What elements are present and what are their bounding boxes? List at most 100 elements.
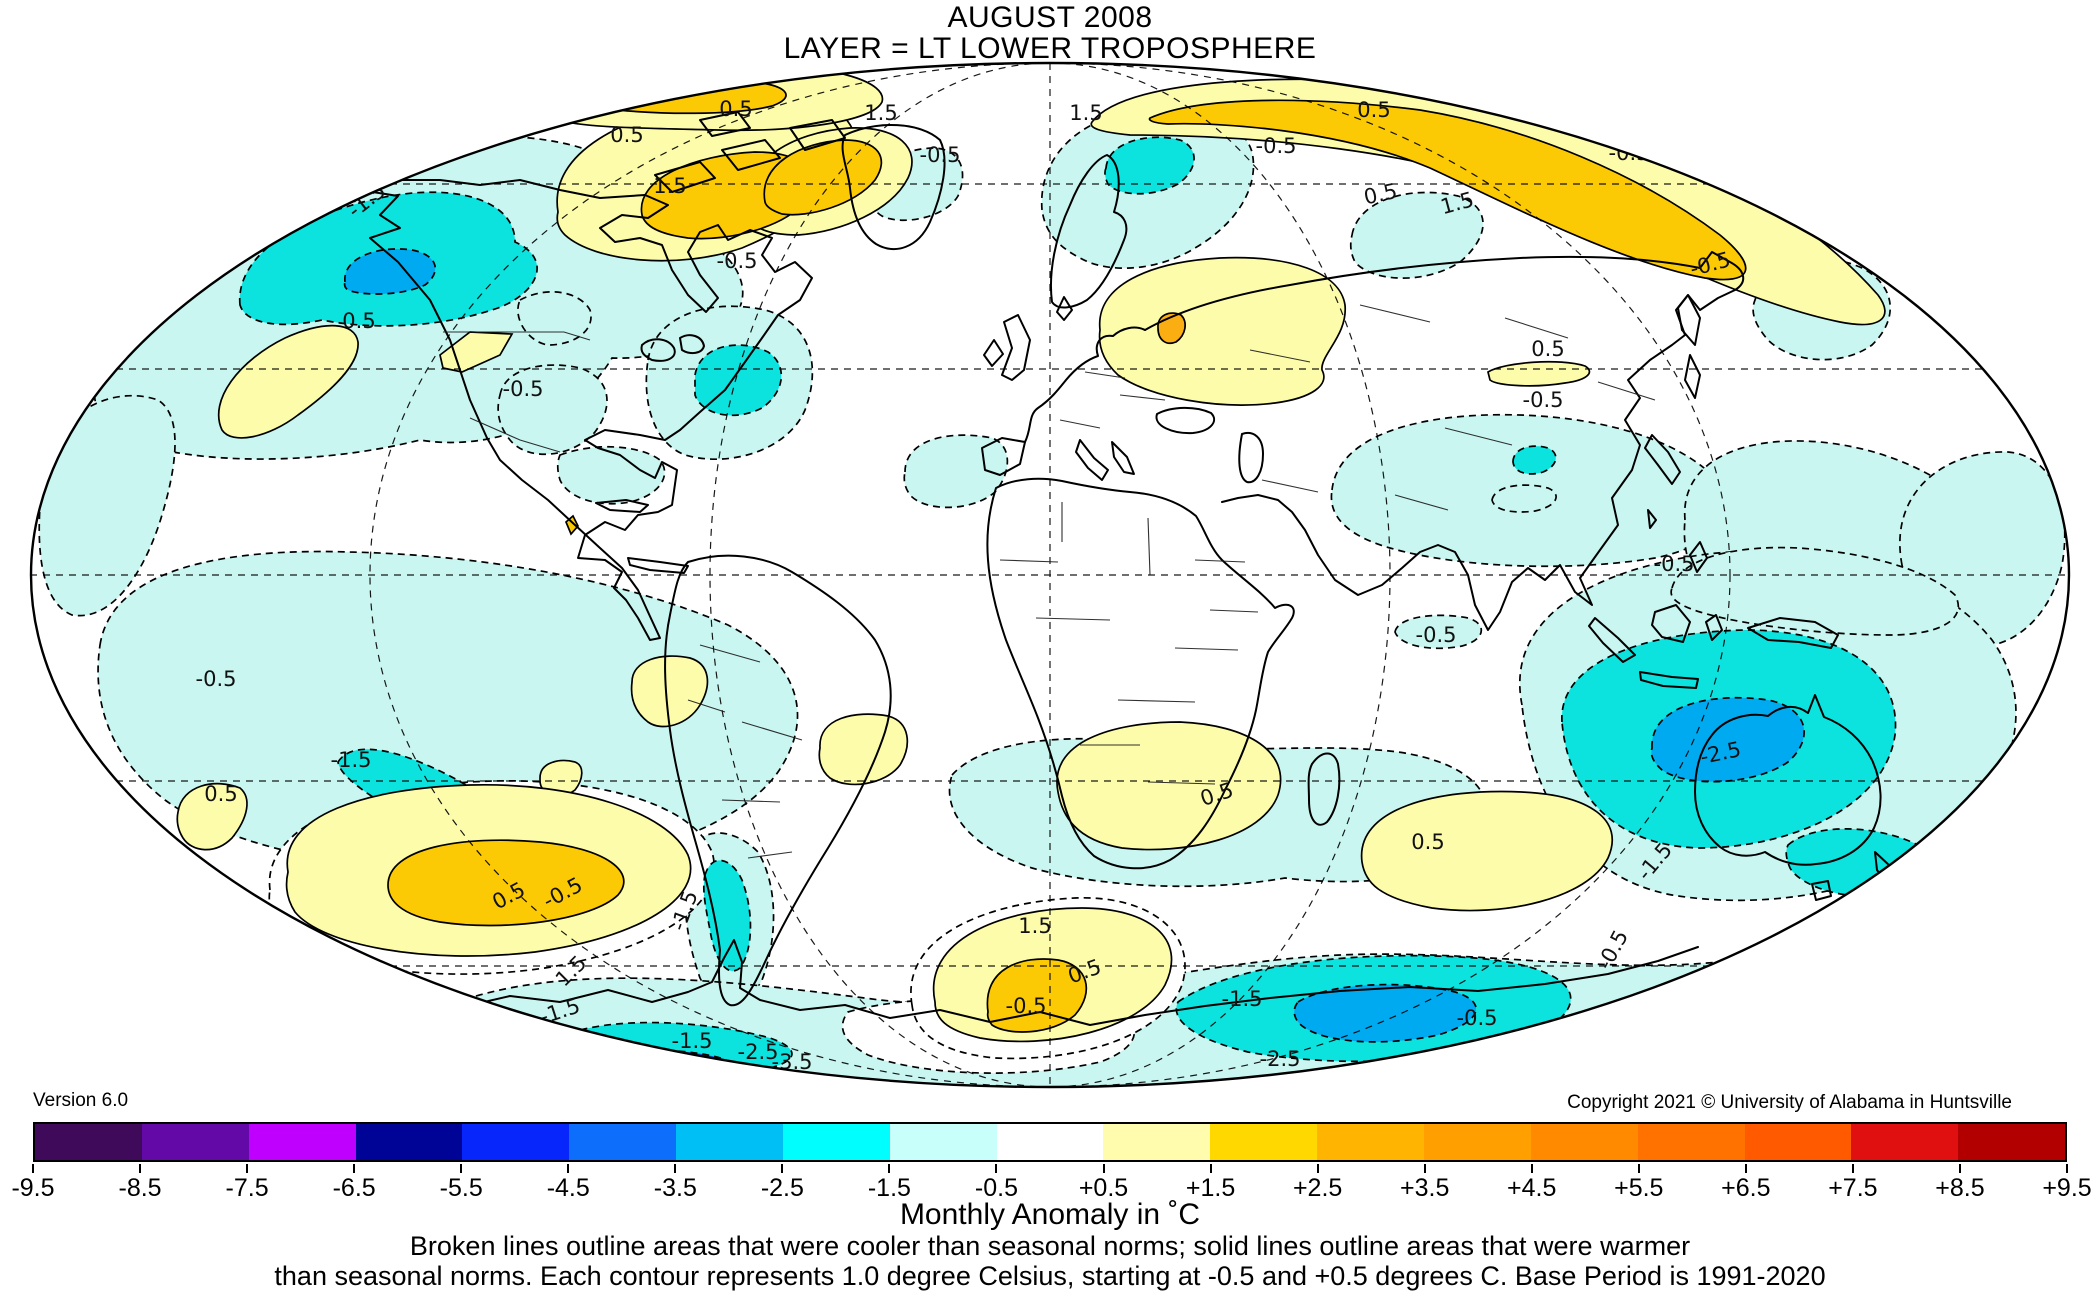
colorbar-segment (889, 1124, 997, 1160)
colorbar-swatches (33, 1122, 2067, 1162)
colorbar-segment (248, 1124, 356, 1160)
colorbar-tick-label: -1.5 (867, 1174, 911, 1202)
colorbar-tick-label: +9.5 (2042, 1174, 2092, 1202)
colorbar-ticks: -9.5 -8.5 -7.5 -6.5 -5.5 -4.5 -3.5 -2.5 -1.5 -0.5… (11, 1162, 2092, 1202)
contour-label: 0.5 (1531, 337, 1564, 361)
colorbar-tick (1102, 1164, 1105, 1173)
colorbar-segment (1530, 1124, 1638, 1160)
legend-note-line1: Broken lines outline areas that were coo… (409, 1231, 1691, 1261)
contour-label: 1.5 (864, 101, 897, 125)
contour-label: 0.5 (342, 309, 375, 333)
contour-label: 0.5 (1411, 830, 1444, 854)
colorbar-segment (782, 1124, 890, 1160)
colorbar-tick (1316, 1164, 1319, 1173)
country-borders (443, 304, 1656, 859)
colorbar-tick-label: -3.5 (653, 1174, 697, 1202)
copyright-label: Copyright 2021 © University of Alabama i… (1567, 1092, 2012, 1113)
colorbar-segment (1637, 1124, 1745, 1160)
colorbar-segment (1103, 1124, 1211, 1160)
contour-label: -0.5 (717, 249, 758, 273)
graticule (31, 63, 2069, 1087)
colorbar-segment (1958, 1124, 2066, 1160)
colorbar-tick (139, 1164, 142, 1173)
colorbar-tick-label: +3.5 (1399, 1174, 1450, 1202)
colorbar-tick-label: -0.5 (974, 1174, 1019, 1202)
colorbar-segment (141, 1124, 249, 1160)
colorbar-tick-label: +4.5 (1507, 1174, 1557, 1202)
colorbar-tick-label: -5.5 (439, 1174, 483, 1202)
contour-label: 1.5 (1069, 101, 1102, 125)
colorbar-tick-label: +8.5 (1935, 1174, 1985, 1202)
colorbar-tick (353, 1164, 356, 1173)
legend-note-line2: than seasonal norms. Each contour repres… (274, 1261, 1826, 1291)
colorbar-tick (1530, 1164, 1533, 1173)
contour-label: 1.5 (1018, 914, 1051, 938)
colorbar-segment (1423, 1124, 1531, 1160)
colorbar-tick (2066, 1164, 2068, 1173)
colorbar-tick (460, 1164, 463, 1173)
map-boundary-ellipse (29, 61, 2071, 1089)
colorbar-segment (676, 1124, 783, 1160)
contour-label: -0.5 (1523, 388, 1564, 412)
contour-label: 1.5 (653, 174, 686, 198)
title-layer: LAYER = LT LOWER TROPOSPHERE (783, 32, 1317, 65)
contour-label: -1.5 (672, 1029, 713, 1053)
colorbar-tick-label: -9.5 (11, 1174, 55, 1202)
colorbar-tick-label: +5.5 (1614, 1174, 1664, 1202)
contour-label: -1.5 (331, 748, 372, 772)
colorbar-segment (1210, 1124, 1318, 1160)
colorbar-segment (35, 1124, 142, 1160)
colorbar-tick (781, 1164, 784, 1173)
contour-label: -0.5 (1006, 994, 1047, 1018)
colorbar-segment (1744, 1124, 1852, 1160)
colorbar-tick (1851, 1164, 1854, 1173)
contour-label: -0.5 (1457, 1006, 1498, 1030)
contour-label: -2.5 (738, 1040, 779, 1064)
colorbar-tick (1637, 1164, 1640, 1173)
colorbar-tick (1958, 1164, 1961, 1173)
contour-label: 0.5 (719, 97, 752, 121)
version-label: Version 6.0 (33, 1090, 129, 1111)
contour-label: -0.5 (196, 667, 237, 691)
contour-label: 0.5 (1357, 98, 1390, 122)
contour-label: -0.5 (1654, 552, 1695, 576)
colorbar-segment (462, 1124, 570, 1160)
colorbar-tick (246, 1164, 249, 1173)
colorbar-tick-label: +1.5 (1185, 1174, 1236, 1202)
colorbar-tick (32, 1164, 34, 1173)
colorbar-tick (1209, 1164, 1212, 1173)
colorbar-tick-label: +7.5 (1828, 1174, 1878, 1202)
colorbar-tick (567, 1164, 570, 1173)
contour-label: -0.5 (920, 143, 961, 167)
contour-label: -0.5 (1256, 134, 1297, 158)
colorbar-tick-label: -7.5 (225, 1174, 269, 1202)
colorbar-tick-label: -4.5 (546, 1174, 590, 1202)
colorbar-segment (1851, 1124, 1959, 1160)
coastlines (317, 111, 1927, 1026)
contour-label: -2.5 (1260, 1047, 1301, 1071)
page-title: AUGUST 2008 LAYER = LT LOWER TROPOSPHERE (0, 2, 2100, 64)
colorbar-title: Monthly Anomaly in ˚C (899, 1198, 1201, 1231)
contour-label: 0.5 (204, 782, 237, 806)
contour-label: 0.5 (610, 123, 643, 147)
title-month: AUGUST 2008 (947, 1, 1153, 34)
colorbar-tick-label: -8.5 (118, 1174, 162, 1202)
colorbar-segment (1317, 1124, 1424, 1160)
colorbar-segment (355, 1124, 463, 1160)
colorbar-tick-label: +2.5 (1292, 1174, 1343, 1202)
colorbar-segment (569, 1124, 677, 1160)
colorbar-tick (888, 1164, 891, 1173)
colorbar-tick-label: -2.5 (760, 1174, 804, 1202)
colorbar-tick (995, 1164, 998, 1173)
warm-anomaly-regions (176, 64, 1886, 1043)
colorbar-tick (1423, 1164, 1426, 1173)
contour-label: -0.5 (1416, 623, 1457, 647)
colorbar-tick-label: -6.5 (332, 1174, 376, 1202)
contour-label: -1.5 (1222, 987, 1263, 1011)
colorbar-tick (674, 1164, 677, 1173)
colorbar-tick (1744, 1164, 1747, 1173)
colorbar-segment (996, 1124, 1104, 1160)
contour-label: -0.5 (503, 377, 544, 401)
